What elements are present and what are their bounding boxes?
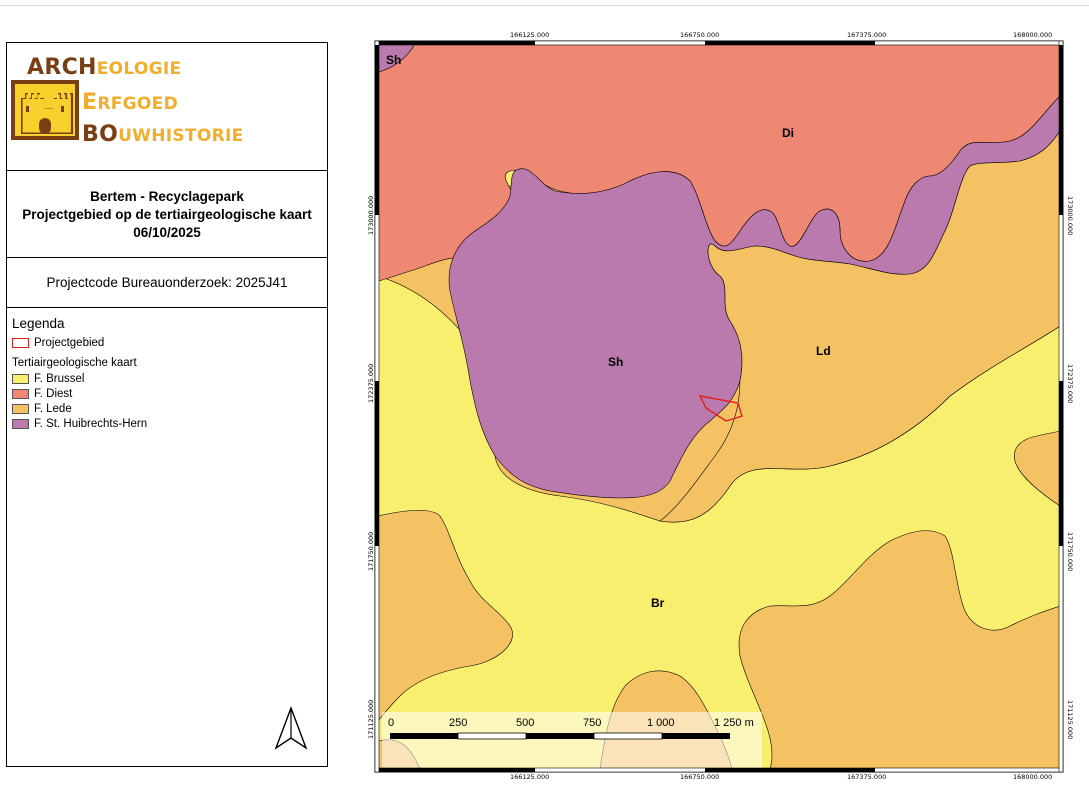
geological-map[interactable]: Sh Di Sh Ld Br 0 250 500 750 1 000 1 250 — [370, 36, 1078, 776]
scale-label: 1 000 — [647, 717, 675, 729]
legend-item-brussel: F. Brussel — [12, 373, 85, 385]
legend-heading: Legenda — [12, 316, 65, 331]
map-title-line2: Projectgebied op de tertiairgeologische … — [22, 207, 312, 222]
scale-label: 750 — [583, 717, 601, 729]
unit-lede-east-edge — [1013, 430, 1060, 507]
project-code-section: Projectcode Bureauonderzoek: 2025J41 — [7, 258, 327, 308]
x-tick-top: 167375.000 — [847, 31, 887, 39]
scalebar: 0 250 500 750 1 000 1 250 m — [388, 717, 754, 740]
unit-label-br: Br — [651, 596, 665, 610]
x-tick-bottom: 167375.000 — [847, 773, 887, 781]
y-tick-left: 173000.000 — [367, 195, 375, 235]
legend-label: F. Brussel — [34, 373, 85, 385]
y-tick-right: 173000.000 — [1066, 196, 1074, 236]
brussel-swatch — [12, 374, 29, 384]
legend-item-project-area: Projectgebied — [12, 337, 104, 349]
legend-label: F. St. Huibrechts-Hern — [34, 418, 148, 430]
castle-logo-icon — [11, 80, 79, 140]
north-arrow-icon — [274, 706, 308, 750]
y-tick-right: 171125.000 — [1066, 700, 1074, 740]
map-frame — [374, 40, 1064, 773]
legend-item-st-huibrechts-hern: F. St. Huibrechts-Hern — [12, 418, 147, 430]
y-tick-left: 172375.000 — [367, 363, 375, 403]
scale-label: 0 — [388, 717, 394, 729]
x-tick-bottom: 166750.000 — [680, 773, 720, 781]
legend-label: F. Lede — [34, 403, 72, 415]
legend-label: Projectgebied — [34, 337, 105, 349]
y-tick-right: 172375.000 — [1066, 364, 1074, 404]
unit-label-sh: Sh — [608, 355, 623, 369]
title-section: Bertem - Recyclagepark Projectgebied op … — [7, 171, 327, 258]
scale-label: 1 250 m — [714, 717, 754, 729]
scale-label: 250 — [449, 717, 467, 729]
legend-label: F. Diest — [34, 388, 73, 400]
logo-line-archeologie: ARCHEOLOGIE — [27, 55, 182, 80]
x-tick-top: 168000.000 — [1013, 31, 1053, 39]
unit-lede-southeast — [738, 530, 1060, 769]
project-area-swatch — [12, 338, 29, 348]
y-tick-left: 171750.000 — [367, 531, 375, 571]
unit-label-ld: Ld — [816, 344, 831, 358]
legend-panel: ARCHEOLOGIE ERFGOED BOUWHISTORIE Bertem … — [6, 42, 328, 767]
logo-line-erfgoed: ERFGOED — [82, 90, 178, 115]
scalebar-background — [382, 712, 762, 769]
unit-label-sh-corner: Sh — [386, 53, 401, 67]
top-divider — [0, 5, 1089, 6]
unit-label-di: Di — [782, 126, 794, 140]
diest-swatch — [12, 389, 29, 399]
x-tick-top: 166750.000 — [680, 31, 720, 39]
x-tick-bottom: 168000.000 — [1013, 773, 1053, 781]
map-title-date: 06/10/2025 — [133, 225, 201, 240]
lede-swatch — [12, 404, 29, 414]
logo-line-bouwhistorie: BOUWHISTORIE — [82, 122, 244, 147]
x-tick-top: 166125.000 — [510, 31, 550, 39]
logo-section: ARCHEOLOGIE ERFGOED BOUWHISTORIE — [7, 43, 327, 171]
y-tick-left: 171125.000 — [367, 699, 375, 739]
st-huibrechts-hern-swatch — [12, 419, 29, 429]
project-code: Projectcode Bureauonderzoek: 2025J41 — [46, 275, 288, 290]
map-title-line1: Bertem - Recyclagepark — [90, 189, 244, 204]
legend-subheading: Tertiairgeologische kaart — [12, 357, 137, 369]
unit-lede-east — [659, 130, 1060, 523]
unit-lede-southwest — [378, 509, 513, 722]
y-tick-right: 171750.000 — [1066, 532, 1074, 572]
legend-item-lede: F. Lede — [12, 403, 72, 415]
legend-item-diest: F. Diest — [12, 388, 72, 400]
project-area-polygon[interactable] — [698, 395, 743, 422]
scale-label: 500 — [516, 717, 534, 729]
x-tick-bottom: 166125.000 — [510, 773, 550, 781]
